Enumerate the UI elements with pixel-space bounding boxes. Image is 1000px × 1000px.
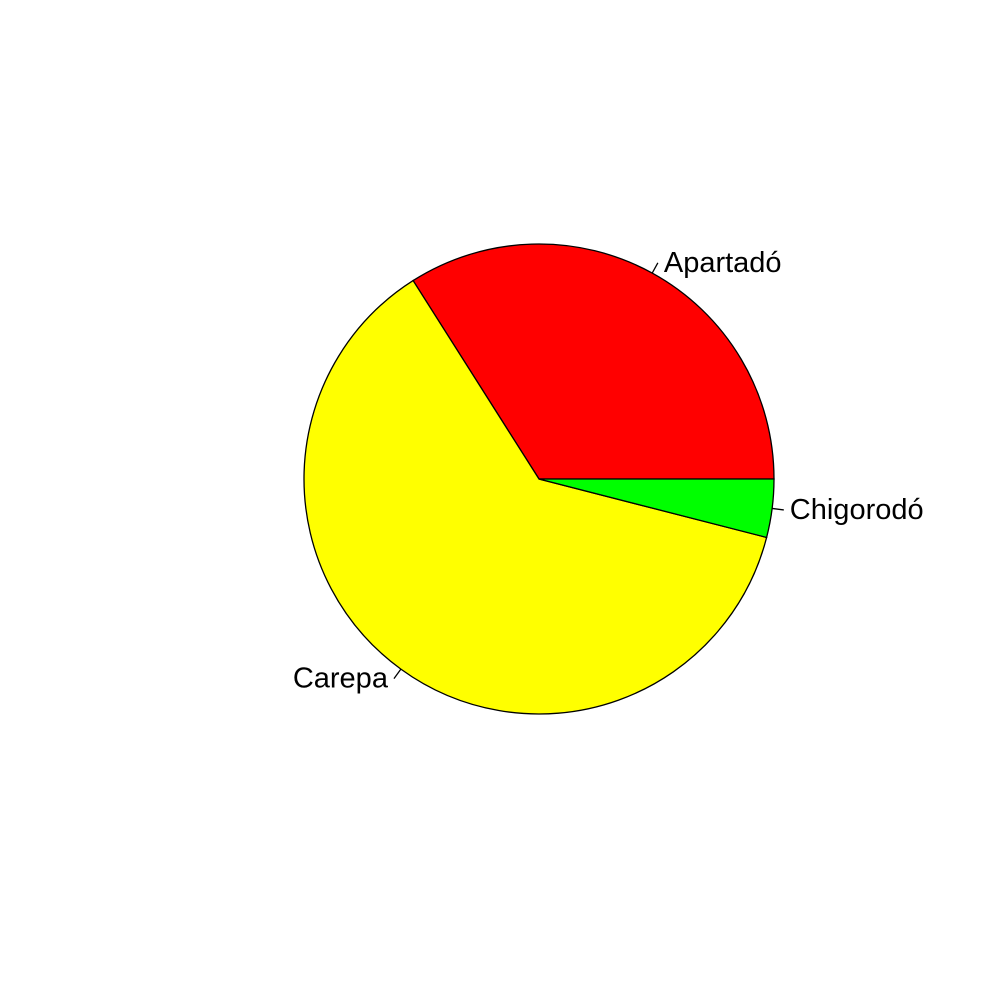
- pie-label-tick: [652, 263, 658, 273]
- pie-slices: [304, 244, 774, 714]
- pie-label: Carepa: [293, 663, 389, 695]
- pie-label-tick: [394, 669, 401, 679]
- pie-label-tick: [772, 508, 784, 509]
- pie-label: Apartadó: [664, 247, 782, 279]
- pie-label: Chigorodó: [790, 494, 924, 526]
